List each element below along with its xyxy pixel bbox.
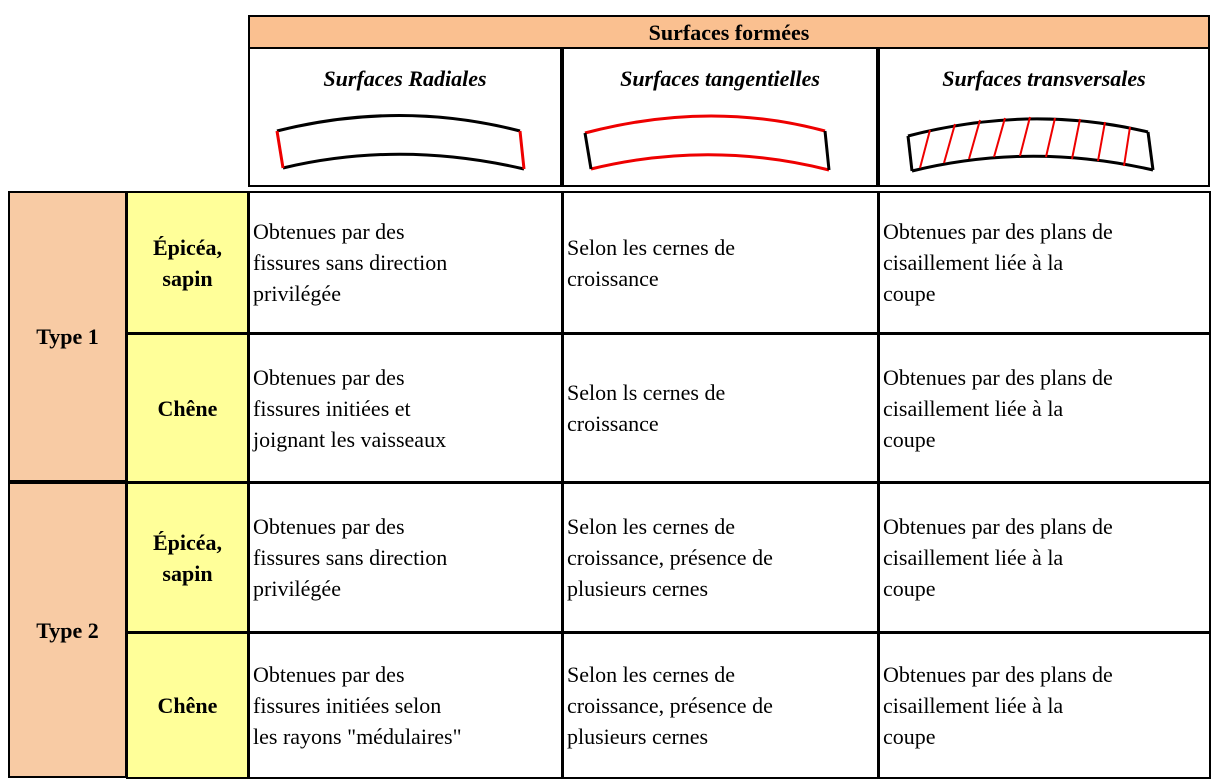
text-line: Obtenues par des [253, 364, 405, 390]
text-line: Chêne [157, 395, 218, 421]
column-header: Surfaces Radiales [248, 47, 562, 187]
table-cell: Selon les cernes de croissance, présence … [562, 482, 879, 633]
text-line: plusieurs cernes [567, 576, 709, 601]
text-line: coupe [883, 724, 936, 749]
text-line: Obtenues par des [253, 662, 405, 687]
text-line: cisaillement liée à la [883, 545, 1064, 570]
table-cell: Selon les cernes de croissance [562, 191, 879, 334]
table-cell: Obtenues par des plans de cisaillement li… [878, 333, 1211, 483]
text-line: joignant les vaisseaux [253, 426, 447, 452]
text-line: sapin [162, 265, 213, 291]
text-line: croissance [567, 411, 659, 436]
text-line: fissures initiées selon [253, 693, 442, 718]
text-line: Selon ls cernes de [567, 380, 726, 405]
table-cell: Obtenues par des fissures initiées selon l… [248, 632, 563, 779]
group-label: Type 1 [8, 191, 127, 482]
column-header: Surfaces transversales [878, 47, 1210, 187]
header-title: Surfaces formées [248, 15, 1210, 49]
text-line: croissance, présence de [567, 693, 773, 718]
text-line: Obtenues par des [253, 514, 405, 539]
text-line: Épicéa, [152, 234, 223, 260]
text-line: plusieurs cernes [567, 724, 709, 749]
text-line: les rayons "médulaires" [253, 724, 462, 749]
text-line: Obtenues par des plans de [883, 219, 1113, 244]
table-cell: Selon ls cernes de croissance [562, 333, 879, 483]
text-line: Surfaces formées [648, 19, 810, 45]
text-line: cisaillement liée à la [883, 395, 1064, 421]
text-line: Obtenues par des plans de [883, 662, 1113, 687]
text-line: Surfaces Radiales [323, 66, 487, 91]
text-line: fissures sans direction [253, 250, 448, 275]
text-line: privilégée [253, 576, 341, 601]
text-line: croissance [567, 265, 659, 291]
text-line: Type 1 [36, 324, 99, 349]
table-cell: Obtenues par des fissures sans direction p… [248, 482, 563, 633]
text-line: coupe [883, 426, 936, 452]
text-line: Obtenues par des plans de [883, 364, 1113, 390]
table-cell: Obtenues par des fissures sans direction p… [248, 191, 563, 334]
table-cell: Obtenues par des plans de cisaillement li… [878, 632, 1211, 779]
table-cell: Obtenues par des fissures initiées et joig… [248, 333, 563, 483]
column-header: Surfaces tangentielles [562, 47, 878, 187]
text-line: Type 2 [36, 617, 99, 643]
table-cell: Obtenues par des plans de cisaillement li… [878, 482, 1211, 633]
text-line: Selon les cernes de [567, 662, 735, 687]
text-line: privilégée [253, 281, 341, 306]
text-line: fissures initiées et [253, 395, 411, 421]
text-line: fissures sans direction [253, 545, 448, 570]
table-cell: Selon les cernes de croissance, présence … [562, 632, 879, 779]
species: Chêne [126, 632, 249, 779]
text-line: Surfaces transversales [942, 66, 1146, 91]
text-line: Épicéa, [152, 529, 223, 555]
text-line: Surfaces tangentielles [620, 66, 820, 91]
text-line: coupe [883, 281, 936, 306]
text-line: Selon les cernes de [567, 514, 735, 539]
text-line: croissance, présence de [567, 545, 773, 570]
species: Épicéa, sapin [126, 482, 249, 633]
group-label: Type 2 [8, 482, 127, 778]
text-line: Selon les cernes de [567, 234, 735, 260]
species: Chêne [126, 333, 249, 483]
text-line: cisaillement liée à la [883, 693, 1064, 718]
species: Épicéa, sapin [126, 191, 249, 334]
text-line: Chêne [157, 693, 218, 718]
text-line: coupe [883, 576, 936, 601]
table-cell: Obtenues par des plans de cisaillement li… [878, 191, 1211, 334]
text-line: Obtenues par des [253, 219, 405, 244]
text-line: sapin [162, 560, 213, 586]
text-line: cisaillement liée à la [883, 250, 1064, 275]
text-line: Obtenues par des plans de [883, 514, 1113, 539]
